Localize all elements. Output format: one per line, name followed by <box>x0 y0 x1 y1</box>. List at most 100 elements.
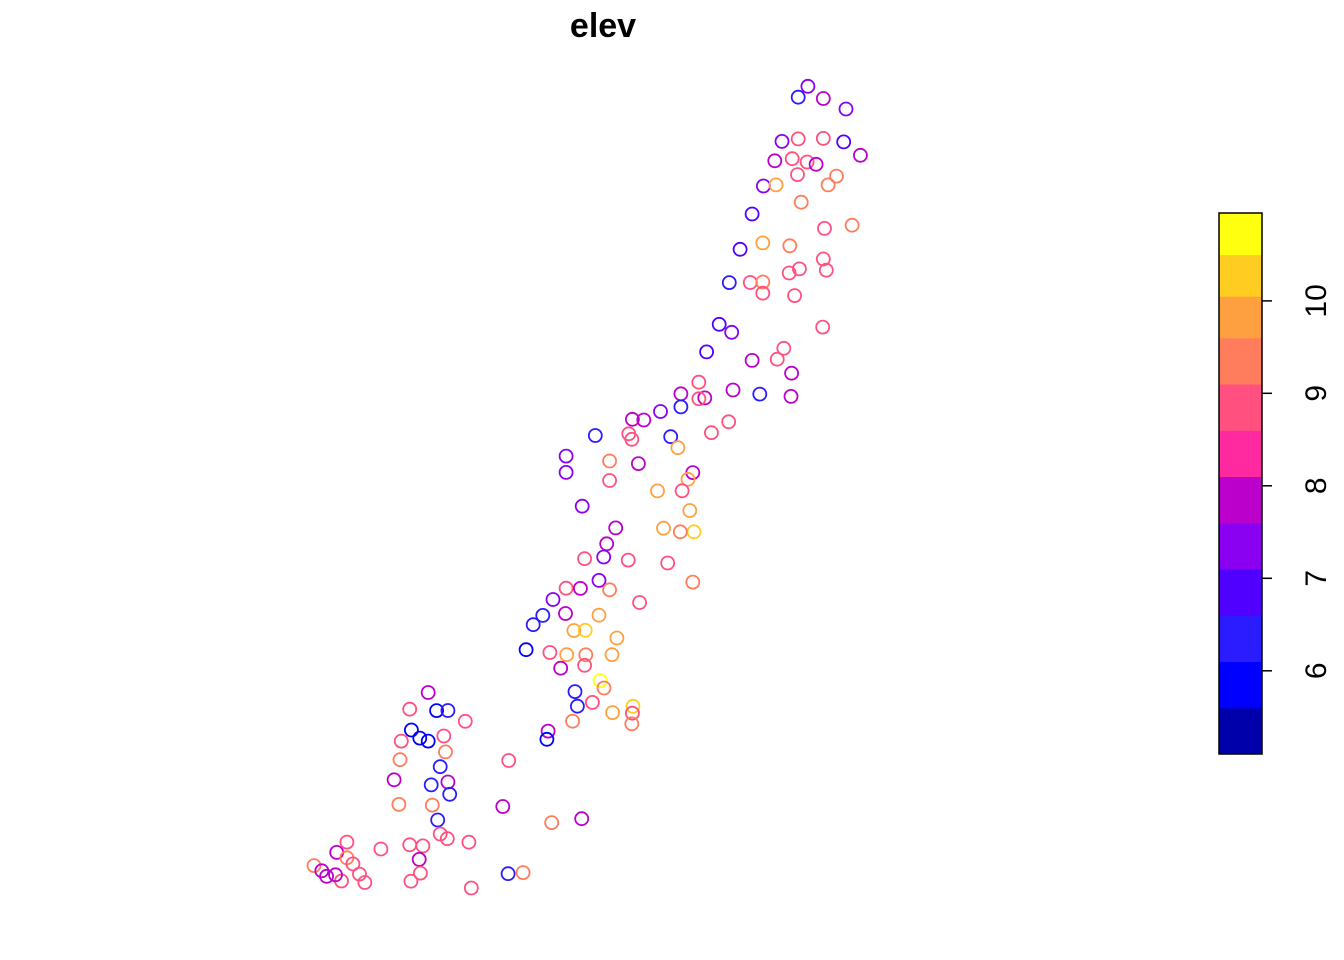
data-point <box>411 852 427 867</box>
data-point <box>732 241 748 257</box>
data-point <box>339 834 355 850</box>
data-point <box>577 622 593 638</box>
data-point <box>755 235 771 251</box>
data-point <box>682 503 698 518</box>
data-point <box>420 685 436 700</box>
data-point <box>782 238 798 254</box>
data-point <box>725 382 741 398</box>
data-point <box>836 134 852 150</box>
data-point <box>620 552 636 568</box>
data-point <box>663 429 679 445</box>
data-point <box>711 316 727 332</box>
data-point <box>328 867 343 883</box>
data-point <box>792 261 807 277</box>
data-point <box>577 657 592 673</box>
data-point <box>599 536 615 552</box>
legend-tick-label: 8 <box>1300 477 1333 494</box>
data-point <box>559 647 575 663</box>
data-point <box>670 440 686 456</box>
data-point <box>742 275 758 290</box>
data-point <box>544 815 560 830</box>
data-point <box>783 388 799 404</box>
data-point <box>440 703 456 718</box>
data-point <box>306 858 322 873</box>
legend-tick-label: 6 <box>1300 662 1333 679</box>
data-point <box>808 156 824 172</box>
points-layer <box>306 78 868 896</box>
data-point <box>829 168 844 184</box>
legend-bin <box>1219 661 1262 709</box>
data-point <box>624 431 640 447</box>
data-point <box>752 386 768 402</box>
data-point <box>602 473 617 488</box>
legend-bin <box>1219 430 1262 478</box>
data-point <box>403 722 419 738</box>
data-point <box>596 549 612 565</box>
data-point <box>756 178 771 194</box>
data-point <box>345 856 361 872</box>
data-point <box>391 797 407 812</box>
data-point <box>744 206 760 222</box>
data-point <box>412 730 428 746</box>
chart-title: elev <box>570 7 636 45</box>
legend-bin <box>1219 569 1262 616</box>
legend-bin <box>1219 707 1262 755</box>
data-point <box>535 608 551 623</box>
data-point <box>815 319 831 335</box>
data-point <box>558 448 574 464</box>
data-point <box>432 759 448 775</box>
data-point <box>540 723 556 739</box>
data-point <box>314 863 330 879</box>
legend-tick-label: 9 <box>1300 385 1333 402</box>
data-point <box>790 131 806 147</box>
data-point <box>423 777 439 793</box>
data-point <box>609 630 625 646</box>
data-point <box>680 471 696 487</box>
data-point <box>591 607 607 623</box>
data-point <box>686 524 702 540</box>
data-point <box>844 217 860 233</box>
data-point <box>602 453 617 469</box>
data-point <box>724 324 740 340</box>
data-point <box>653 404 668 419</box>
data-point <box>776 340 792 356</box>
data-point <box>817 220 832 236</box>
data-point <box>768 177 784 193</box>
data-point <box>558 580 574 596</box>
data-point <box>373 841 389 857</box>
data-point <box>587 428 603 443</box>
legend-tick-label: 7 <box>1300 570 1333 587</box>
legend-bin <box>1219 476 1262 524</box>
data-point <box>542 645 558 660</box>
data-point <box>815 130 831 146</box>
data-point <box>565 713 580 729</box>
data-point <box>632 595 647 610</box>
data-point <box>602 582 617 598</box>
data-point <box>500 866 516 882</box>
data-point <box>577 551 592 567</box>
data-point <box>429 703 445 718</box>
data-point <box>799 154 815 170</box>
data-point <box>591 573 607 588</box>
data-point <box>545 592 561 607</box>
data-point <box>820 177 836 193</box>
data-point <box>699 344 714 360</box>
data-point <box>631 456 646 472</box>
data-point <box>592 673 608 688</box>
data-point <box>755 274 771 290</box>
data-point <box>440 774 456 790</box>
data-point <box>430 812 446 828</box>
data-point <box>558 606 573 621</box>
data-point <box>818 262 834 278</box>
data-point <box>574 811 590 827</box>
data-point <box>815 251 831 267</box>
legend-bin <box>1219 337 1262 385</box>
data-point <box>704 425 719 441</box>
data-point <box>624 716 640 732</box>
data-point <box>525 617 541 633</box>
data-point <box>787 288 802 304</box>
data-point <box>604 647 620 663</box>
legend-bin <box>1219 254 1262 297</box>
data-point <box>424 797 440 813</box>
